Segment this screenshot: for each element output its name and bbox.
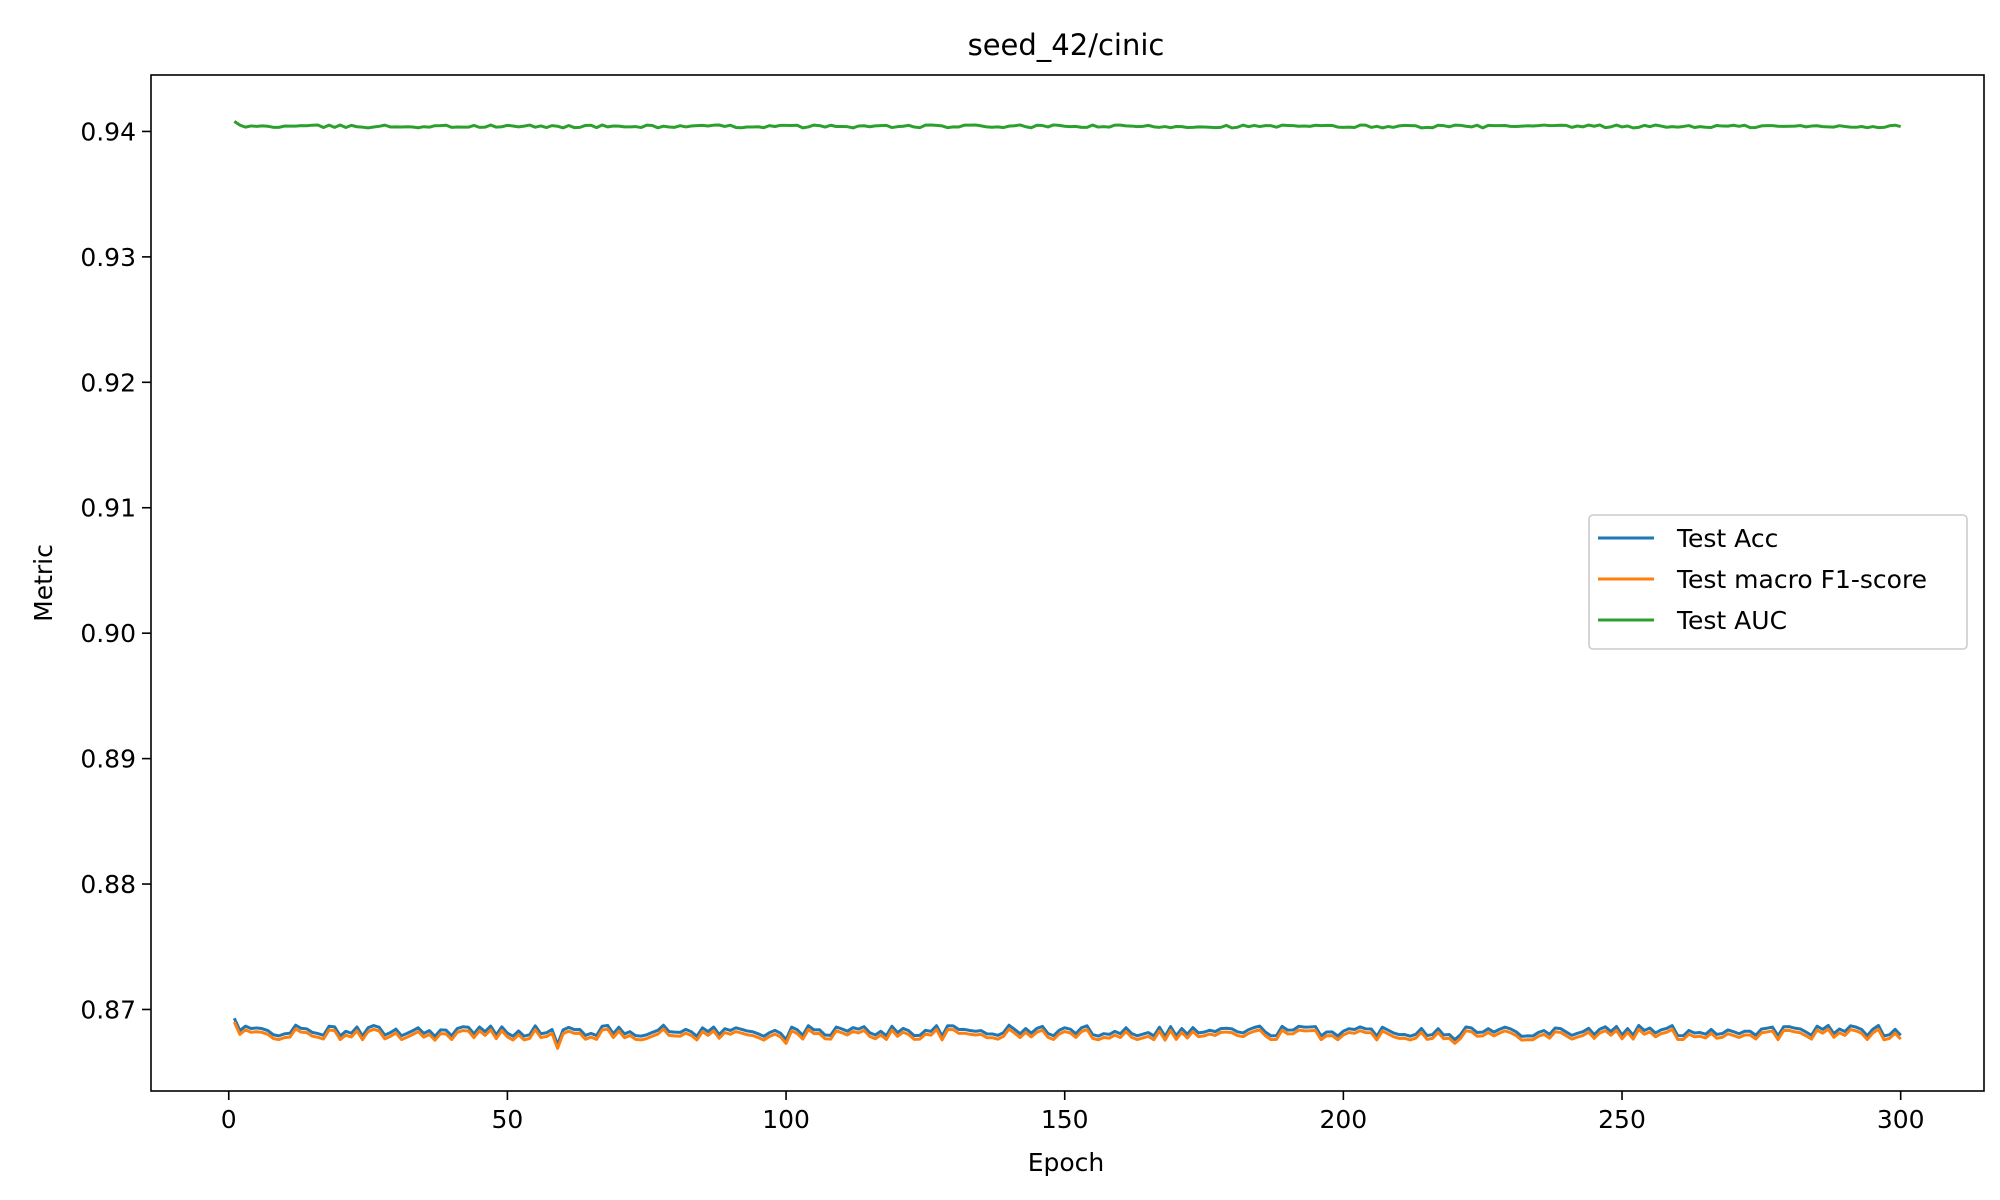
series-layer bbox=[232, 120, 1902, 1050]
legend-label: Test Acc bbox=[1676, 524, 1778, 553]
legend-box bbox=[1588, 514, 1968, 650]
y-tick-label: 0.93 bbox=[80, 243, 136, 272]
x-tick-label: 300 bbox=[1877, 1105, 1925, 1134]
y-tick-label: 0.91 bbox=[80, 494, 136, 523]
y-axis: 0.87 0.88 0.89 0.90 0.91 0.92 0.93 0.94 bbox=[80, 117, 151, 1024]
x-axis-label: Epoch bbox=[1028, 1148, 1105, 1177]
y-tick-label: 0.90 bbox=[80, 619, 136, 648]
y-tick-label: 0.94 bbox=[80, 117, 136, 146]
y-axis-label: Metric bbox=[29, 544, 58, 622]
x-tick-label: 150 bbox=[1041, 1105, 1089, 1134]
y-tick-label: 0.88 bbox=[80, 870, 136, 899]
x-tick-label: 0 bbox=[221, 1105, 237, 1134]
y-tick-label: 0.87 bbox=[80, 995, 136, 1024]
y-tick-label: 0.89 bbox=[80, 745, 136, 774]
series-line-1 bbox=[232, 1021, 1902, 1050]
series-line-0 bbox=[232, 1017, 1902, 1047]
x-axis: 0 50 100 150 200 250 300 bbox=[221, 1091, 1925, 1134]
x-tick-label: 200 bbox=[1320, 1105, 1368, 1134]
x-tick-label: 250 bbox=[1598, 1105, 1646, 1134]
series-line-2 bbox=[233, 120, 1902, 130]
legend-label: Test macro F1-score bbox=[1676, 565, 1927, 594]
legend-label: Test AUC bbox=[1676, 606, 1787, 635]
x-tick-label: 100 bbox=[762, 1105, 810, 1134]
x-tick-label: 50 bbox=[491, 1105, 523, 1134]
chart-title: seed_42/cinic bbox=[968, 28, 1165, 62]
legend: Test Acc Test macro F1-score Test AUC bbox=[1588, 514, 1968, 650]
y-tick-label: 0.92 bbox=[80, 368, 136, 397]
